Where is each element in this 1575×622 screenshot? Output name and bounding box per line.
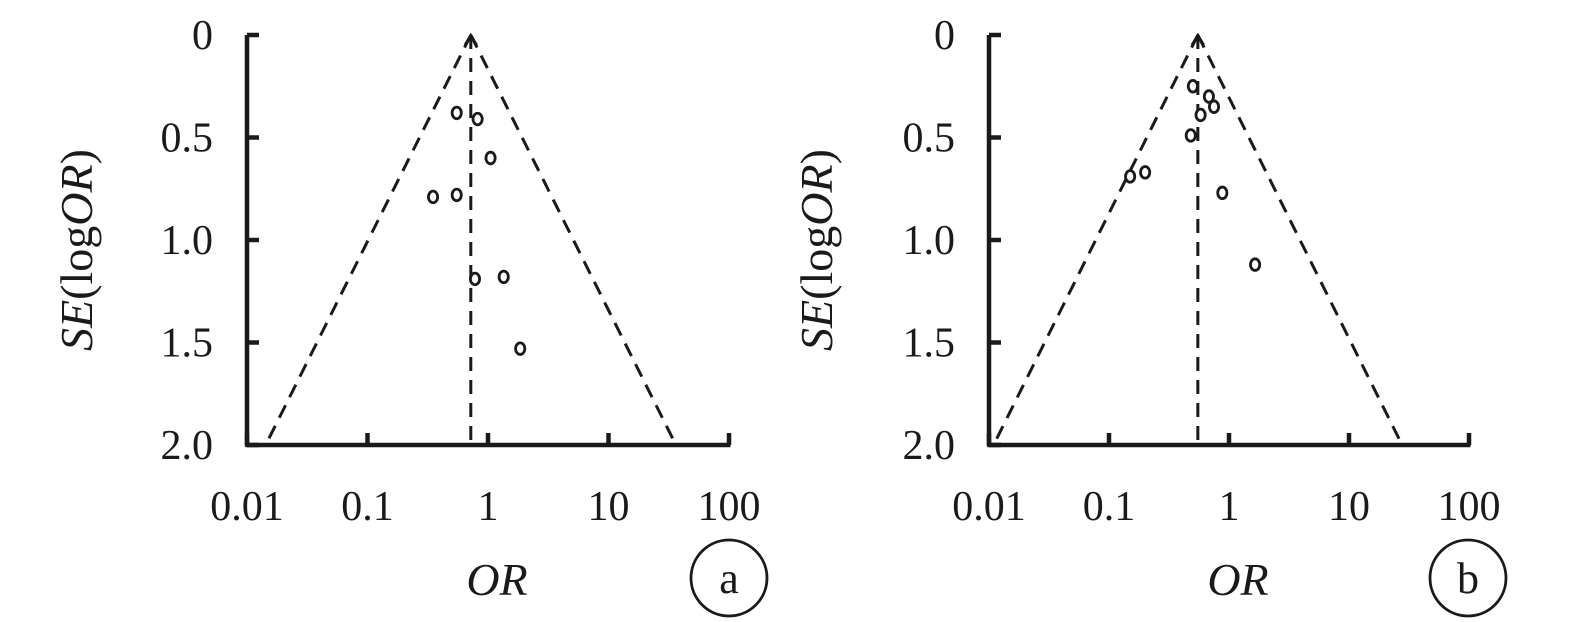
y-tick-label: 0 xyxy=(192,13,213,59)
funnel-left-boundary xyxy=(992,34,1200,446)
study-point xyxy=(1194,107,1207,123)
study-point xyxy=(1208,99,1221,114)
y-tick-label: 1.5 xyxy=(903,321,956,367)
x-tick-label: 0.01 xyxy=(952,484,1026,530)
study-point xyxy=(427,189,440,205)
funnel-plot-panel-a: 0 0.5 1.0 1.5 2.0 0.01 0.1 1 10 100 OR SE(logOR) a xyxy=(51,13,769,618)
funnel-right-boundary xyxy=(469,34,678,446)
funnel-left-boundary xyxy=(264,34,473,446)
axes: 0 0.5 1.0 1.5 2.0 0.01 0.1 1 10 100 xyxy=(903,13,1501,530)
y-axis-title: SE(logOR) xyxy=(51,149,102,351)
funnel-apex-arrow xyxy=(463,32,478,46)
study-point xyxy=(484,150,497,166)
study-point xyxy=(1139,165,1152,180)
x-tick-label: 100 xyxy=(698,484,761,530)
study-point xyxy=(1202,89,1215,104)
x-tick-label: 0.1 xyxy=(1083,484,1136,530)
x-tick-label: 0.01 xyxy=(210,484,284,530)
y-tick-label: 1.0 xyxy=(903,218,956,264)
x-tick-label: 0.1 xyxy=(341,484,394,530)
study-point xyxy=(1216,185,1229,201)
study-point xyxy=(1124,169,1137,184)
y-tick-label: 0 xyxy=(934,13,955,59)
x-tick-label: 100 xyxy=(1438,484,1501,530)
study-point xyxy=(450,105,463,121)
x-axis-title: OR xyxy=(466,554,527,605)
x-tick-label: 1 xyxy=(478,484,499,530)
x-tick-label: 10 xyxy=(1328,484,1370,530)
x-tick-label: 1 xyxy=(1219,484,1240,530)
y-tick-label: 0.5 xyxy=(903,116,956,162)
panel-label-text: a xyxy=(719,554,739,603)
study-point xyxy=(497,269,510,285)
x-tick-label: 10 xyxy=(588,484,630,530)
funnel-apex-arrow xyxy=(1190,32,1205,46)
funnel-right-boundary xyxy=(1196,34,1404,446)
y-axis-title: SE(logOR) xyxy=(791,149,842,351)
axes: 0 0.5 1.0 1.5 2.0 0.01 0.1 1 10 100 xyxy=(161,13,761,530)
study-points xyxy=(1124,79,1262,272)
study-point xyxy=(468,271,481,287)
y-tick-label: 1.0 xyxy=(161,218,214,264)
panel-label-circle xyxy=(689,538,769,618)
panel-label-text: b xyxy=(1457,554,1479,603)
funnel-plot-panel-b: 0 0.5 1.0 1.5 2.0 0.01 0.1 1 10 100 OR SE(logOR) b xyxy=(791,13,1508,618)
study-point xyxy=(514,341,527,356)
funnel xyxy=(992,32,1404,446)
y-tick-label: 0.5 xyxy=(161,116,214,162)
x-axis-title: OR xyxy=(1207,554,1268,605)
study-point xyxy=(471,111,484,127)
funnel xyxy=(264,32,678,446)
panel-label: b xyxy=(1428,538,1508,618)
study-point xyxy=(1184,128,1197,143)
study-point xyxy=(1249,257,1262,272)
study-point xyxy=(450,187,463,203)
study-point xyxy=(1186,79,1199,94)
panel-label: a xyxy=(689,538,769,618)
y-tick-label: 2.0 xyxy=(161,423,214,469)
study-points xyxy=(427,105,527,356)
panel-label-circle xyxy=(1428,538,1508,618)
y-tick-label: 2.0 xyxy=(903,423,956,469)
y-tick-label: 1.5 xyxy=(161,321,214,367)
